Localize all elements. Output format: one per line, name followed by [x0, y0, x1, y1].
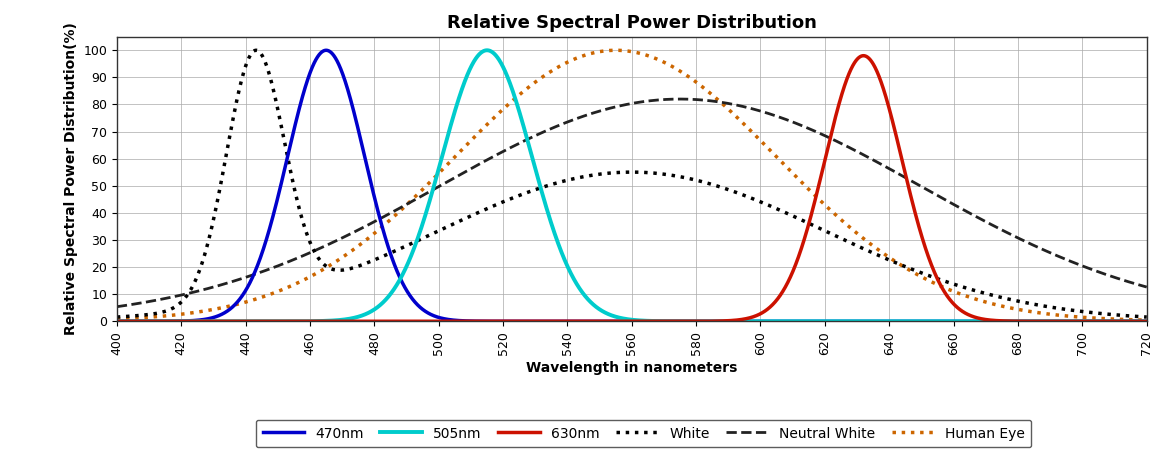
Human Eye	[94, 317, 108, 322]
X-axis label: Wavelength in nanometers: Wavelength in nanometers	[526, 361, 737, 375]
Neutral White	[968, 213, 982, 218]
Neutral White	[673, 96, 687, 102]
Neutral White	[94, 306, 108, 312]
505nm	[1156, 319, 1170, 324]
Line: 470nm: 470nm	[101, 50, 1163, 321]
630nm	[287, 319, 301, 324]
505nm	[731, 319, 745, 324]
470nm	[287, 128, 301, 133]
630nm	[968, 314, 982, 319]
Human Eye	[500, 103, 514, 109]
Legend: 470nm, 505nm, 630nm, White, Neutral White, Human Eye: 470nm, 505nm, 630nm, White, Neutral Whit…	[255, 420, 1032, 448]
630nm	[856, 53, 870, 58]
Title: Relative Spectral Power Distribution: Relative Spectral Power Distribution	[447, 14, 817, 33]
Neutral White	[287, 257, 301, 263]
Line: White: White	[101, 50, 1163, 318]
470nm	[1156, 319, 1170, 324]
Human Eye	[731, 115, 745, 121]
White	[968, 287, 982, 293]
630nm	[730, 317, 744, 323]
Neutral White	[500, 147, 514, 152]
630nm	[887, 122, 901, 127]
630nm	[94, 319, 108, 324]
Neutral White	[785, 119, 799, 124]
Y-axis label: Relative Spectral Power Distribution(%): Relative Spectral Power Distribution(%)	[64, 22, 78, 336]
630nm	[500, 319, 514, 324]
505nm	[785, 319, 799, 324]
Human Eye	[1156, 318, 1170, 323]
470nm	[785, 319, 799, 324]
Neutral White	[1156, 288, 1170, 294]
505nm	[94, 319, 108, 324]
Line: Neutral White: Neutral White	[101, 99, 1163, 309]
White	[887, 259, 901, 264]
Human Eye	[287, 282, 301, 287]
White	[287, 184, 301, 190]
505nm	[968, 319, 982, 324]
470nm	[887, 319, 901, 324]
630nm	[784, 272, 798, 278]
Line: Human Eye: Human Eye	[101, 50, 1163, 320]
White	[500, 197, 514, 203]
Human Eye	[887, 257, 901, 263]
White	[94, 315, 108, 321]
White	[1156, 315, 1170, 321]
505nm	[480, 48, 494, 53]
470nm	[94, 319, 108, 324]
505nm	[287, 319, 301, 324]
470nm	[319, 48, 333, 53]
White	[731, 190, 745, 196]
Human Eye	[608, 48, 622, 53]
Neutral White	[731, 103, 745, 108]
470nm	[500, 319, 514, 324]
470nm	[968, 319, 982, 324]
630nm	[1156, 319, 1170, 324]
505nm	[500, 73, 514, 78]
470nm	[731, 319, 745, 324]
White	[785, 213, 799, 218]
505nm	[887, 319, 901, 324]
Human Eye	[785, 169, 799, 175]
White	[249, 48, 263, 53]
Neutral White	[887, 168, 901, 174]
Human Eye	[968, 296, 982, 302]
Line: 505nm: 505nm	[101, 50, 1163, 321]
Line: 630nm: 630nm	[101, 56, 1163, 321]
